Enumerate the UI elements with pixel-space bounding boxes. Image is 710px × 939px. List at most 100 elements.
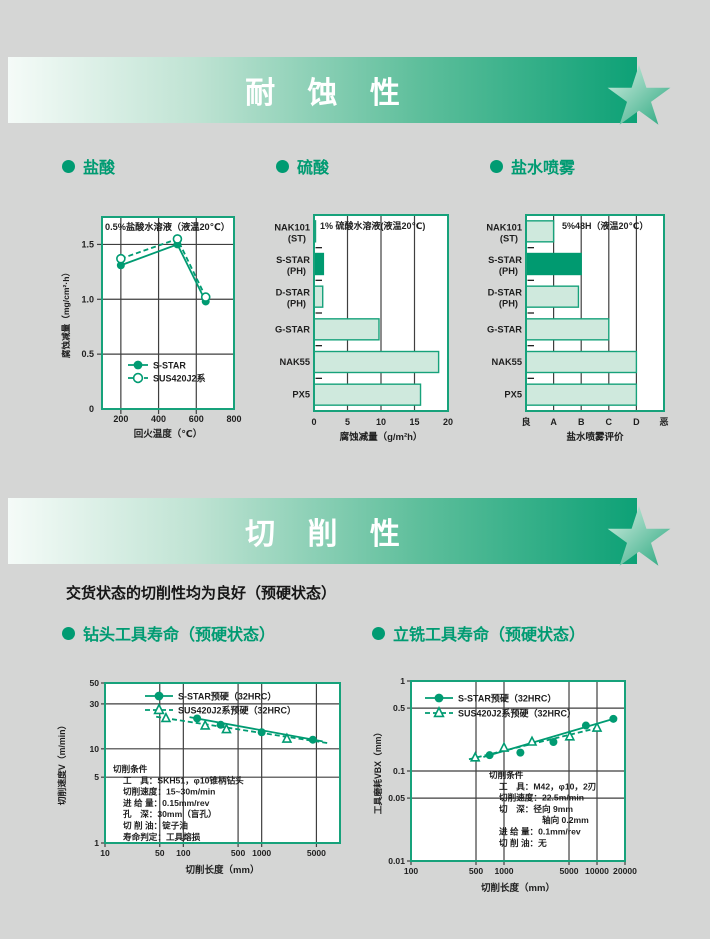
chart-drill-svg: 10 50 100 500 1000 5000 1 5 10 30 50 切削长度（mm） 切削速度V（… [56,678,341,876]
series-point [591,721,603,732]
star-icon [607,65,671,125]
x-tick-label: 0 [311,417,316,427]
y-tick-label: 50 [89,678,99,688]
banner-gradient-bar [8,57,637,123]
section-label: 硫酸 [297,160,330,177]
chart-endmill-tool-life: 100 500 1000 5000 10000 20000 0.01 0.05 0.1 0.5 1 切… [372,668,688,913]
y-tick-label: 1 [94,838,99,848]
x-tick-label: 良 [521,416,530,427]
category-label: NAK101 [486,222,522,232]
bar [313,252,325,276]
bar [525,285,580,308]
conditions-text: 工 具：SKH51，φ10锥柄钻头 [123,774,244,785]
series-point [281,732,293,743]
legend-label: SUS420J2系 [153,372,206,383]
x-tick-label: 100 [404,866,419,876]
x-axis-label: 回火温度（℃） [134,428,203,440]
x-axis-label: 切削长度（mm） [481,882,555,894]
x-axis-label: 盐水喷雾评价 [566,431,624,443]
x-tick-label: 400 [151,414,166,424]
chart-salt-spray-svg: NAK101(ST)S-STAR(PH)D-STAR(PH)G-STARNAK5… [486,214,669,443]
star-shape [607,65,671,125]
section-label: 盐水喷雾 [511,160,576,177]
bar [313,318,380,341]
x-tick-label: A [550,417,557,427]
conditions-text: 工 具：M42，φ10，2刃 [499,781,596,791]
x-tick-label: 800 [226,414,241,424]
series-trend-line [156,715,329,744]
section-label: 盐酸 [83,160,116,177]
y-tick-label: 0.01 [388,856,405,866]
x-tick-label: 500 [469,866,484,876]
chart-border [525,214,665,412]
conditions-text: 切削速度：22.5m/min [499,792,584,803]
series-point [133,360,143,370]
chart-title: 1% 硫酸水溶液(液温20℃) [320,220,425,231]
y-tick-label: 0 [89,404,94,414]
y-tick-label: 1 [400,676,405,686]
x-tick-label: 15 [409,417,419,427]
x-tick-label: 200 [113,414,128,424]
x-tick-label: C [606,417,613,427]
banner-title: 耐 蚀 性 [245,77,412,110]
category-label: G-STAR [275,324,310,334]
category-label: D-STAR [488,288,523,298]
conditions-text: 切 深：径向 9mm [499,803,573,814]
bullet-icon [62,626,75,640]
series-point [193,714,202,723]
conditions-text: 切削条件 [113,763,148,774]
category-label: NAK55 [492,357,522,367]
series-point [154,691,164,701]
conditions-text: 切削条件 [489,769,524,780]
x-tick-label: 10 [100,848,110,858]
series-point [581,721,590,730]
chart-endmill-svg: 100 500 1000 5000 10000 20000 0.01 0.05 0.1 0.5 1 切… [372,676,637,894]
series-point [498,741,510,752]
y-axis-label: 腐蚀减量（mg/cm²·h） [60,268,71,358]
chart-hydrochloric-svg: 200 400 600 800 0 0.5 1.0 1.5 0.5%盐酸水溶液（液温20℃） 回火… [60,216,242,440]
chart-background [105,683,340,843]
category-label: (PH) [499,266,518,276]
conditions-text: 切削速度：15~30m/min [123,786,215,797]
x-tick-label: D [633,417,640,427]
series-point [199,719,211,730]
y-tick-label: 0.1 [393,766,405,776]
y-tick-label: 10 [89,744,99,754]
y-tick-label: 0.05 [388,793,405,803]
section-label: 立铣工具寿命（预硬状态） [393,627,586,644]
series-point [564,730,576,741]
banner-gradient-bar [8,498,637,564]
section-header-drill-life: 钻头工具寿命（预硬状态） [62,621,275,645]
bullet-icon [490,159,503,173]
bar [313,285,324,308]
x-tick-label: 50 [155,848,165,858]
bar [525,252,582,276]
series-point [526,735,538,746]
chart-background [102,217,234,409]
category-label: NAK101 [274,222,310,232]
conditions-text: 进 给 量：0.15mm/rev [123,797,210,808]
star-icon [607,506,671,566]
series-point [172,234,183,244]
series-point [200,292,211,302]
category-label: PX5 [292,390,310,400]
y-tick-label: 0.5 [81,349,94,359]
x-tick-label: 20000 [613,866,637,876]
y-tick-label: 30 [89,699,99,709]
category-label: (PH) [287,266,306,276]
conditions-text: 切 削 油：无 [499,837,547,848]
conditions-text: 寿命判定：工具熔损 [123,831,201,842]
x-tick-label: 5000 [559,866,578,876]
star-shape [607,506,671,566]
section-header-endmill-life: 立铣工具寿命（预硬状态） [372,621,585,645]
series-point [609,714,618,723]
x-tick-label: 10000 [585,866,609,876]
section-header-hydrochloric: 盐酸 [62,154,115,178]
series-point [485,751,494,760]
conditions-text: 进 给 量：0.1mm/rev [499,826,581,837]
chart-sulfuric-acid: NAK101 (ST) S-STAR (PH) D-STAR (PH) G-STAR NAK5… [268,203,464,456]
series-point [469,751,481,762]
series-trend-line [189,716,323,743]
series-point [433,706,445,718]
y-tick-label: 1.5 [81,239,94,249]
